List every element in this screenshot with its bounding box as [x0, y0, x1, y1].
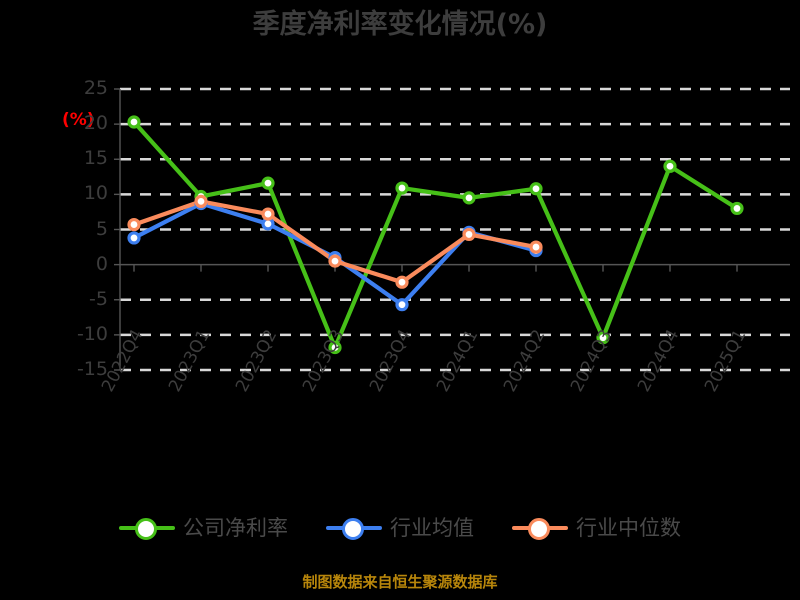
data-point-marker[interactable] [395, 181, 409, 195]
y-tick-label: -5 [89, 287, 108, 310]
y-tick-label: 10 [83, 182, 108, 205]
data-point-marker[interactable] [529, 182, 543, 196]
data-point-marker[interactable] [395, 275, 409, 289]
series-markers-group [127, 115, 744, 355]
y-axis-unit-label: (%) [62, 110, 95, 130]
y-tick-label: 0 [95, 252, 108, 275]
legend-label: 行业中位数 [576, 516, 681, 540]
series-lines-group [131, 119, 740, 350]
legend-marker-icon [528, 518, 550, 540]
legend-label: 行业均值 [390, 516, 474, 540]
data-point-marker[interactable] [462, 227, 476, 242]
data-point-marker[interactable] [127, 217, 141, 232]
legend-swatch [512, 515, 568, 541]
y-tick-label: 25 [83, 77, 108, 99]
footer-note: 制图数据来自恒生聚源数据库 [302, 573, 498, 591]
gridlines-group [120, 87, 790, 372]
legend-swatch [119, 515, 175, 541]
page-title: 季度净利率变化情况(%) [252, 9, 548, 40]
y-tick-label: -10 [76, 322, 108, 345]
legend-label: 公司净利率 [183, 516, 288, 540]
legend-swatch [326, 515, 382, 541]
y-tick-label: 20 [83, 112, 108, 135]
axes-group [114, 88, 738, 371]
legend-item[interactable]: 行业均值 [326, 515, 474, 541]
y-tick-label: -15 [76, 358, 108, 380]
chart-legend: 公司净利率 行业均值 行业中位数 [0, 515, 800, 541]
data-point-marker[interactable] [328, 254, 342, 268]
data-point-marker[interactable] [261, 207, 275, 221]
data-point-marker[interactable] [395, 298, 409, 312]
legend-marker-icon [135, 518, 157, 540]
legend-item[interactable]: 公司净利率 [119, 515, 288, 541]
data-point-marker[interactable] [730, 201, 744, 216]
data-point-marker[interactable] [194, 194, 208, 208]
data-point-marker[interactable] [596, 331, 610, 345]
y-tick-label: 15 [83, 147, 108, 170]
series-line [131, 119, 740, 350]
data-point-marker[interactable] [127, 115, 141, 129]
data-point-marker[interactable] [127, 231, 141, 245]
data-point-marker[interactable] [663, 159, 677, 173]
data-point-marker[interactable] [328, 340, 342, 355]
data-point-marker[interactable] [462, 191, 476, 205]
legend-item[interactable]: 行业中位数 [512, 515, 681, 541]
legend-marker-icon [342, 518, 364, 540]
y-tick-label: 5 [95, 217, 108, 240]
data-point-marker[interactable] [529, 240, 543, 254]
data-point-marker[interactable] [261, 176, 275, 190]
